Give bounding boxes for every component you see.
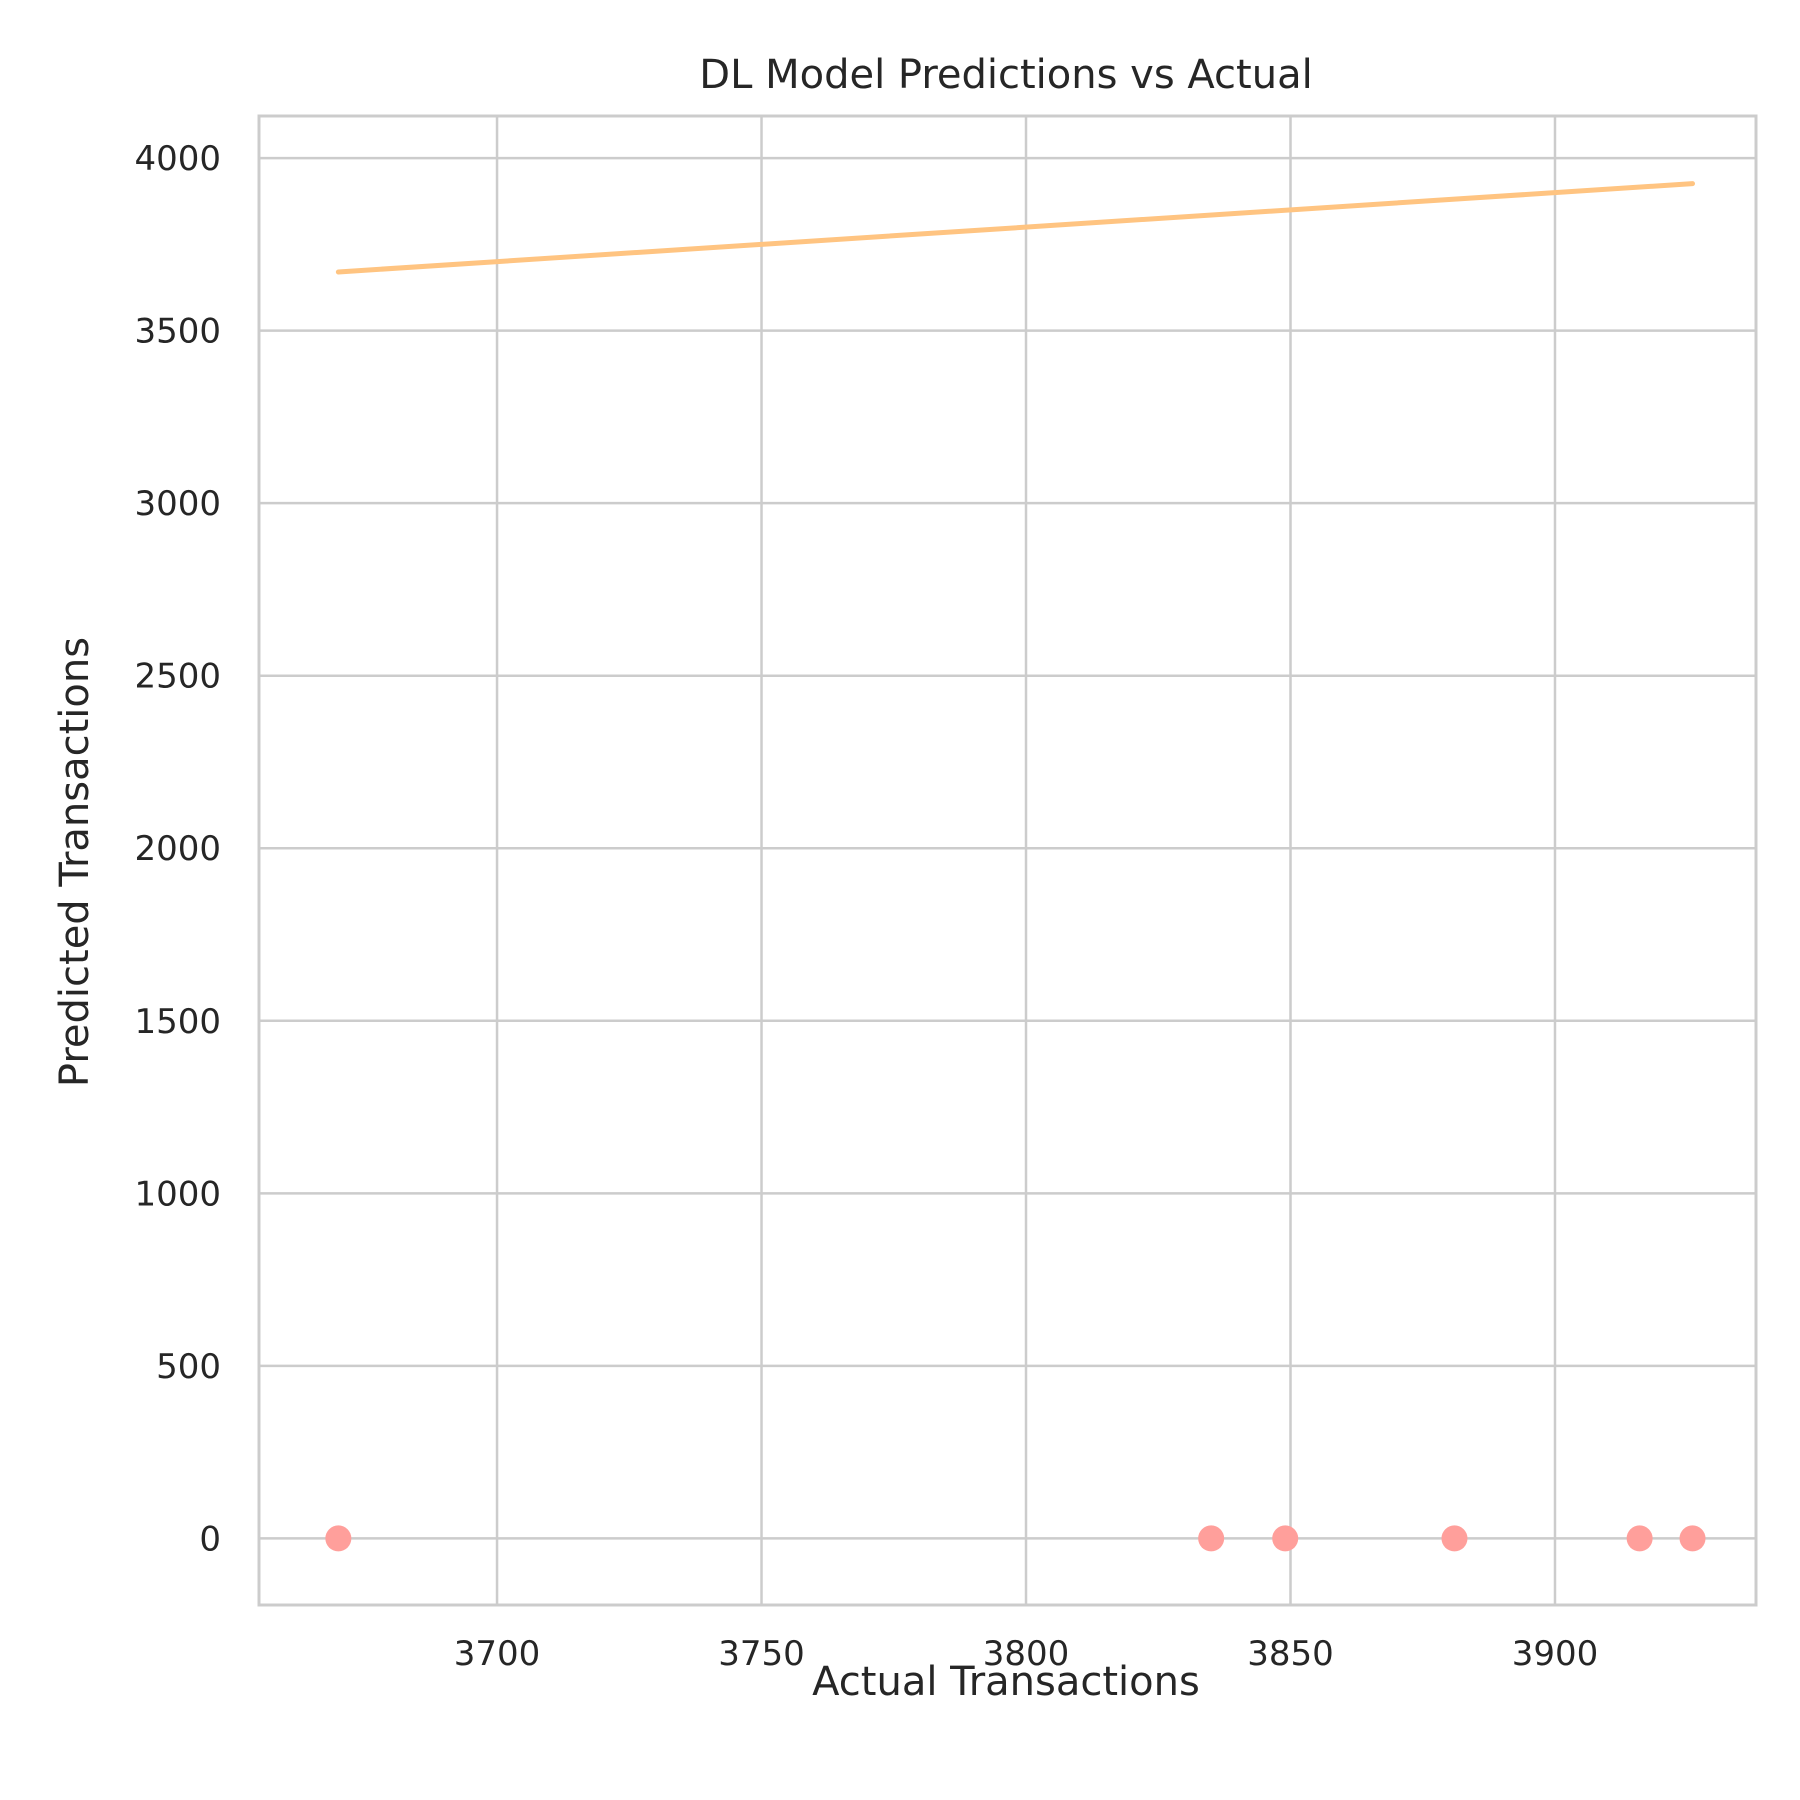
y-tick-label: 2500 xyxy=(134,657,221,697)
x-tick-label: 3800 xyxy=(983,1634,1070,1674)
x-tick-label: 3750 xyxy=(718,1634,805,1674)
scatter-point xyxy=(1626,1525,1653,1552)
ideal-line xyxy=(335,181,1696,275)
x-axis-label: Actual Transactions xyxy=(812,1659,1200,1705)
y-tick-labels: 0 500 1000 1500 2000 2500 3000 3500 4000 xyxy=(134,139,221,1559)
y-tick-label: 3500 xyxy=(134,312,221,352)
prediction-points-series xyxy=(325,1525,1706,1552)
y-tick-label: 3000 xyxy=(134,484,221,524)
y-tick-label: 500 xyxy=(156,1347,221,1387)
x-tick-label: 3900 xyxy=(1512,1634,1599,1674)
chart-title: DL Model Predictions vs Actual xyxy=(699,52,1312,98)
y-tick-label: 2000 xyxy=(134,829,221,869)
x-tick-label: 3700 xyxy=(454,1634,541,1674)
scatter-point xyxy=(1679,1525,1706,1552)
plot-frame xyxy=(257,114,1758,1607)
scatter-point xyxy=(1441,1525,1468,1552)
x-tick-label: 3850 xyxy=(1247,1634,1334,1674)
y-axis-label: Predicted Transactions xyxy=(52,637,98,1087)
x-tick-labels: 3700 3750 3800 3850 3900 xyxy=(454,1634,1598,1674)
scatter-point xyxy=(1272,1525,1299,1552)
scatter-point xyxy=(325,1525,352,1552)
y-tick-label: 1000 xyxy=(134,1174,221,1214)
scatter-point xyxy=(1198,1525,1225,1552)
grid xyxy=(259,116,1756,1605)
y-tick-label: 1500 xyxy=(134,1002,221,1042)
y-tick-label: 0 xyxy=(199,1519,221,1559)
ideal-line-series xyxy=(335,181,1696,275)
y-tick-label: 4000 xyxy=(134,139,221,179)
